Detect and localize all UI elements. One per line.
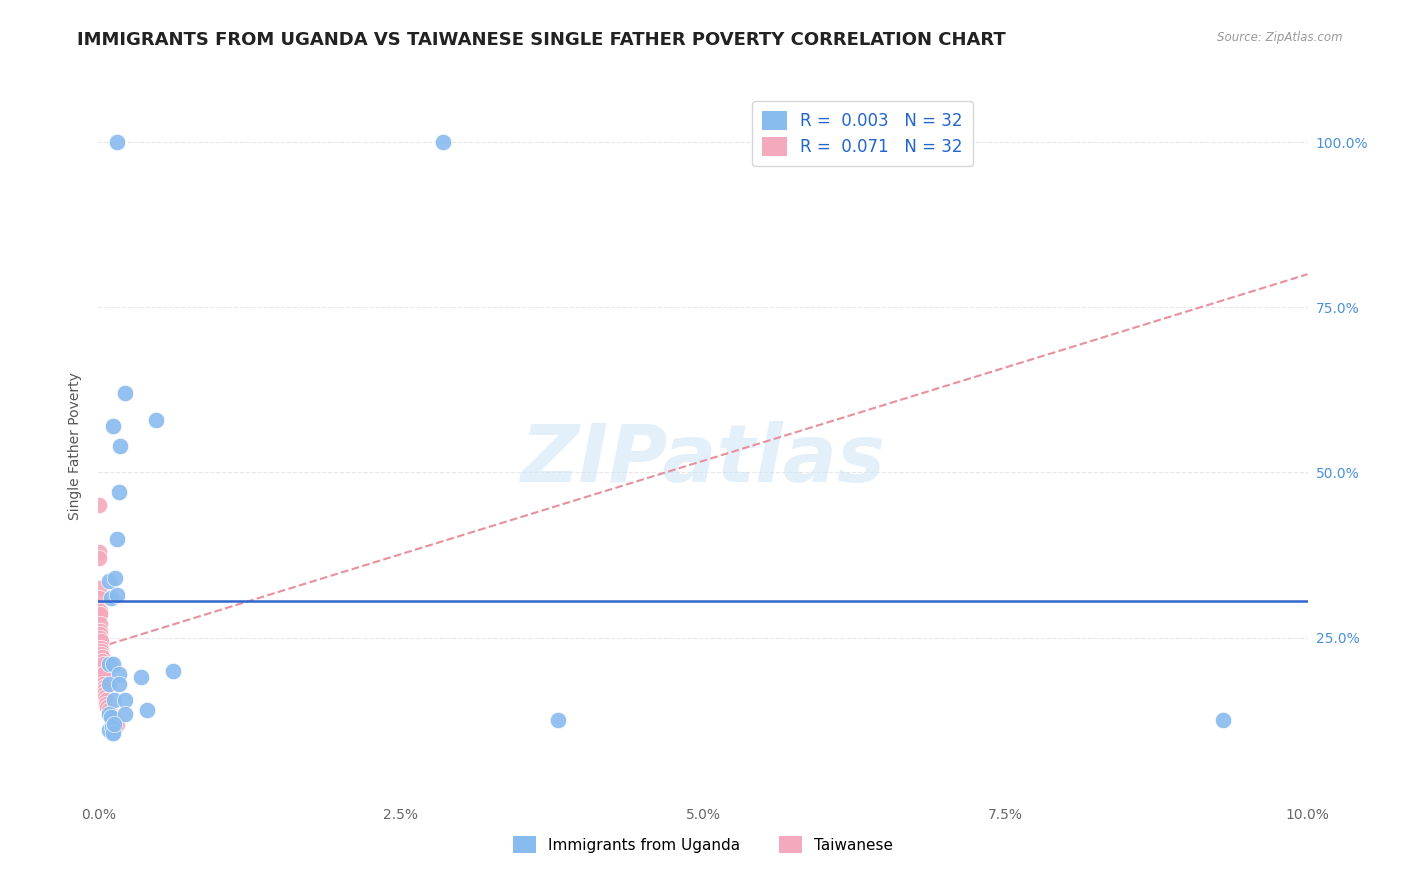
Point [89,631,111,645]
Point [89,627,111,641]
Point [91,677,114,691]
Point [105,532,128,546]
Point [89,607,111,622]
Point [101,726,124,740]
Point [93,687,115,701]
Point [114,386,136,401]
Point [91,657,114,671]
Point [100,710,122,724]
Point [98,677,121,691]
Point [162,664,184,678]
Point [91,650,114,665]
Point [105,135,128,149]
Point [89,624,111,638]
Text: IMMIGRANTS FROM UGANDA VS TAIWANESE SINGLE FATHER POVERTY CORRELATION CHART: IMMIGRANTS FROM UGANDA VS TAIWANESE SING… [77,31,1007,49]
Point [97,703,120,717]
Point [98,574,121,589]
Point [108,667,131,681]
Point [87,591,110,605]
Point [100,706,122,721]
Point [91,667,114,681]
Point [114,706,136,721]
Point [94,693,117,707]
Point [145,412,167,426]
Point [87,551,110,566]
Point [100,591,122,605]
Point [87,545,110,559]
Point [98,706,121,721]
Point [87,499,110,513]
Point [135,703,157,717]
Point [89,604,111,618]
Point [129,670,152,684]
Point [108,485,131,500]
Point [101,657,124,671]
Point [94,690,117,704]
Point [1212,713,1234,727]
Point [90,644,112,658]
Point [101,419,124,434]
Point [103,716,125,731]
Point [90,647,112,661]
Point [105,588,128,602]
Point [108,677,131,691]
Point [87,581,110,595]
Point [90,640,112,655]
Point [108,439,131,453]
Point [104,571,127,585]
Point [100,720,122,734]
Point [91,667,114,681]
Point [547,713,569,727]
Legend: Immigrants from Uganda, Taiwanese: Immigrants from Uganda, Taiwanese [508,830,898,859]
Text: ZIPatlas: ZIPatlas [520,421,886,500]
Point [101,710,124,724]
Point [93,683,115,698]
Point [103,693,125,707]
Point [90,634,112,648]
Point [91,654,114,668]
Point [93,680,115,694]
Point [96,700,118,714]
Text: Source: ZipAtlas.com: Source: ZipAtlas.com [1218,31,1343,45]
Point [105,716,128,731]
Point [98,723,121,738]
Point [432,135,454,149]
Point [100,726,122,740]
Point [89,617,111,632]
Point [114,693,136,707]
Point [98,657,121,671]
Point [96,697,118,711]
Y-axis label: Single Father Poverty: Single Father Poverty [69,372,83,520]
